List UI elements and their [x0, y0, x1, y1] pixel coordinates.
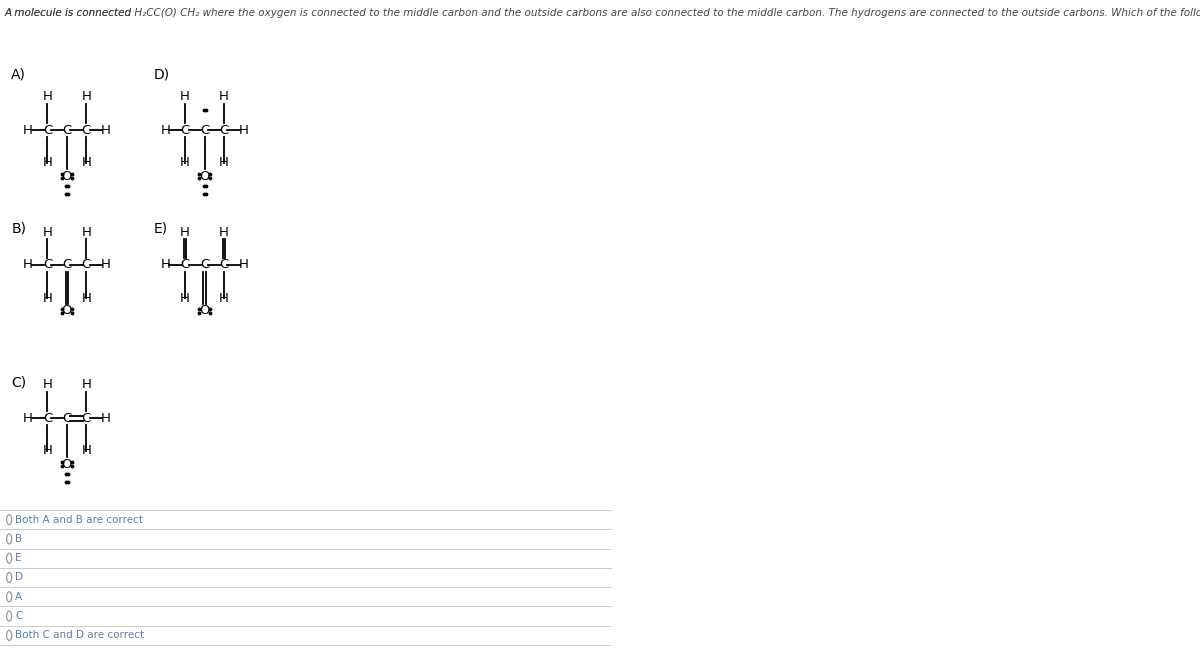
- Text: C: C: [43, 124, 52, 137]
- Text: H: H: [82, 445, 91, 458]
- Text: D): D): [154, 68, 170, 82]
- Text: C): C): [11, 375, 26, 389]
- Text: A): A): [11, 68, 26, 82]
- Text: O: O: [61, 305, 72, 317]
- Text: C: C: [82, 258, 91, 271]
- Text: D: D: [16, 572, 23, 583]
- Text: H: H: [101, 258, 110, 271]
- Text: H: H: [180, 292, 190, 305]
- Text: H: H: [82, 292, 91, 305]
- Text: C: C: [180, 258, 190, 271]
- Text: C: C: [200, 124, 209, 137]
- Text: H: H: [23, 411, 32, 424]
- Text: H: H: [82, 379, 91, 392]
- Text: E: E: [16, 553, 22, 563]
- Text: O: O: [61, 458, 72, 470]
- Text: H: H: [42, 156, 53, 169]
- Text: H: H: [218, 226, 229, 239]
- Text: H: H: [180, 156, 190, 169]
- Text: C: C: [43, 258, 52, 271]
- Text: H: H: [42, 226, 53, 239]
- Text: H: H: [218, 156, 229, 169]
- Text: Both A and B are correct: Both A and B are correct: [16, 515, 143, 525]
- Text: H: H: [101, 411, 110, 424]
- Text: C: C: [220, 124, 228, 137]
- Text: A molecule is connected: A molecule is connected: [4, 8, 134, 18]
- Text: H: H: [239, 258, 248, 271]
- Text: B: B: [16, 534, 23, 544]
- Text: C: C: [82, 124, 91, 137]
- Text: H: H: [101, 124, 110, 137]
- Text: C: C: [62, 258, 72, 271]
- Text: O: O: [61, 169, 72, 182]
- Text: H: H: [82, 90, 91, 103]
- Text: H: H: [42, 90, 53, 103]
- Text: H: H: [180, 90, 190, 103]
- Text: C: C: [43, 411, 52, 424]
- Text: H: H: [42, 445, 53, 458]
- Text: H: H: [218, 90, 229, 103]
- Text: H: H: [23, 258, 32, 271]
- Text: H: H: [161, 124, 170, 137]
- Text: O: O: [199, 305, 210, 317]
- Text: H: H: [42, 292, 53, 305]
- Text: A molecule is connected H₂CC(O) CH₂ where the oxygen is connected to the middle : A molecule is connected H₂CC(O) CH₂ wher…: [4, 8, 1200, 18]
- Text: C: C: [82, 411, 91, 424]
- Text: A: A: [16, 592, 23, 602]
- Text: H: H: [180, 226, 190, 239]
- Text: H: H: [218, 292, 229, 305]
- Text: C: C: [220, 258, 228, 271]
- Text: B): B): [11, 222, 26, 236]
- Text: C: C: [16, 611, 23, 621]
- Text: H: H: [161, 258, 170, 271]
- Text: H: H: [239, 124, 248, 137]
- Text: C: C: [62, 411, 72, 424]
- Text: C: C: [62, 124, 72, 137]
- Text: H: H: [82, 156, 91, 169]
- Text: H: H: [82, 226, 91, 239]
- Text: C: C: [180, 124, 190, 137]
- Text: E): E): [154, 222, 168, 236]
- Text: O: O: [199, 169, 210, 182]
- Text: H: H: [23, 124, 32, 137]
- Text: Both C and D are correct: Both C and D are correct: [16, 630, 144, 640]
- Text: H: H: [42, 379, 53, 392]
- Text: C: C: [200, 258, 209, 271]
